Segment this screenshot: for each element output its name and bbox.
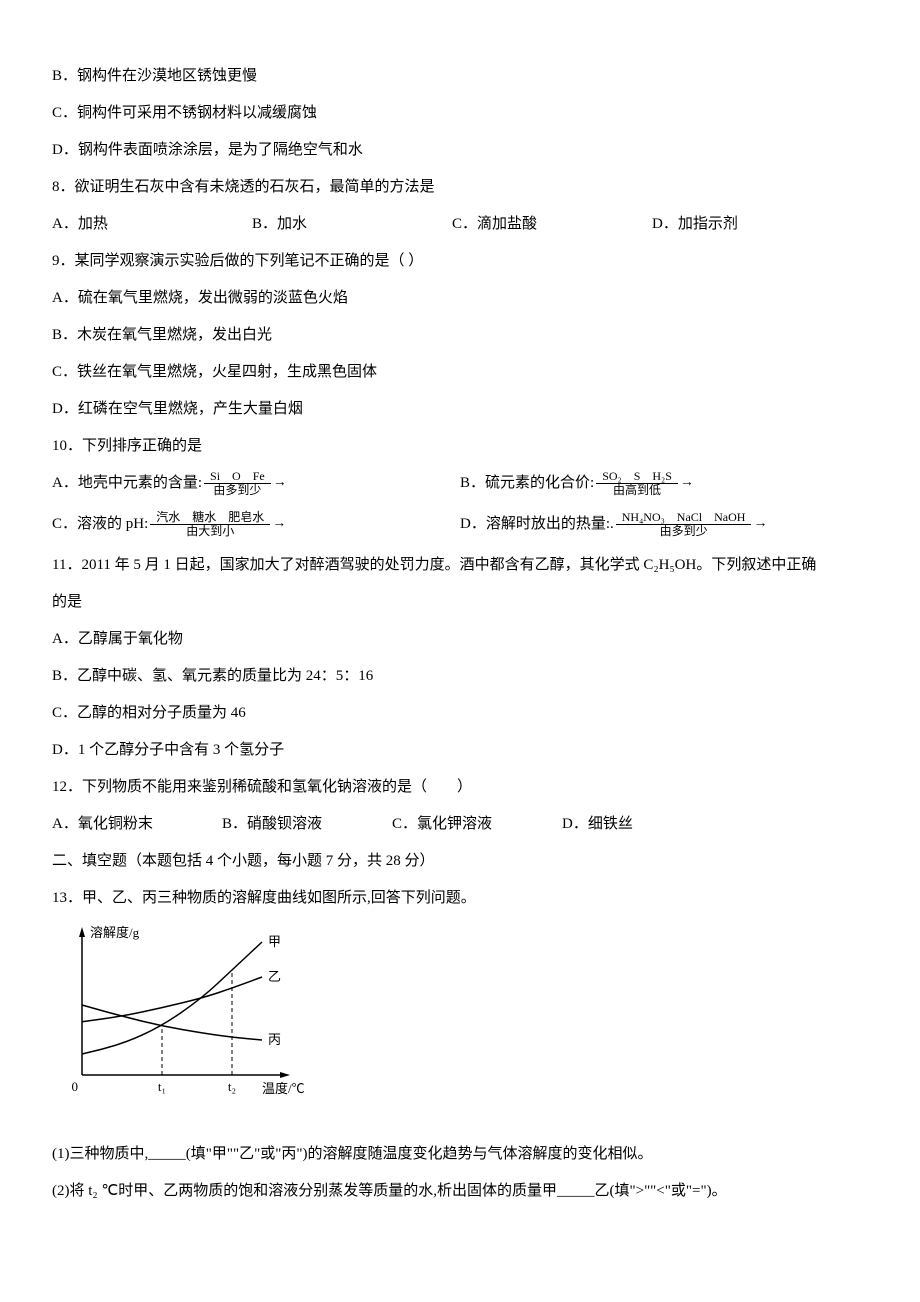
q11-stem-2: 的是	[52, 586, 868, 619]
q10-stem: 10．下列排序正确的是	[52, 430, 868, 463]
q13-stem: 13．甲、乙、丙三种物质的溶解度曲线如图所示,回答下列问题。	[52, 882, 868, 915]
q12-opt-c: C．氯化钾溶液	[392, 808, 562, 841]
q10-b-bot: 由高到低	[596, 484, 678, 497]
q13-p2: (2)将 t₂ ℃时甲、乙两物质的饱和溶液分别蒸发等质量的水,析出固体的质量甲_…	[52, 1175, 868, 1208]
svg-text:丙: 丙	[268, 1032, 281, 1047]
q10-d-label: D．溶解时放出的热量:.	[460, 508, 614, 541]
q11-opt-c: C．乙醇的相对分子质量为 46	[52, 697, 868, 730]
q10-a-top: Si O Fe	[204, 470, 271, 484]
q9-opt-a: A．硫在氧气里燃烧，发出微弱的淡蓝色火焰	[52, 282, 868, 315]
q11-opt-d: D．1 个乙醇分子中含有 3 个氢分子	[52, 734, 868, 767]
q7-opt-c: C．铜构件可采用不锈钢材料以减缓腐蚀	[52, 97, 868, 130]
arrow-icon: →	[680, 468, 694, 499]
q11-opt-a: A．乙醇属于氧化物	[52, 623, 868, 656]
q10-c-bot: 由大到小	[150, 525, 270, 538]
q10-c-top: 汽水 糖水 肥皂水	[150, 511, 270, 525]
q9-opt-d: D．红磷在空气里燃烧，产生大量白烟	[52, 393, 868, 426]
chart-svg: 甲乙丙 0 t₁ t₂ 溶解度/g 温度/℃	[52, 925, 312, 1105]
q10-opt-d: D．溶解时放出的热量:. NH₄NO₃ NaCl NaOH 由多到少 →	[460, 508, 868, 541]
q10-a-label: A．地壳中元素的含量:	[52, 467, 202, 500]
q7-opt-b: B．钢构件在沙漠地区锈蚀更慢	[52, 60, 868, 93]
q8-opt-d: D．加指示剂	[652, 208, 852, 241]
q12-stem: 12．下列物质不能用来鉴别稀硫酸和氢氧化钠溶液的是（ ）	[52, 771, 868, 804]
q9-opt-b: B．木炭在氧气里燃烧，发出白光	[52, 319, 868, 352]
q9-stem: 9．某同学观察演示实验后做的下列笔记不正确的是（ ）	[52, 245, 868, 278]
q10-b-top: SO₂ S H₂S	[596, 470, 678, 484]
solubility-chart: 甲乙丙 0 t₁ t₂ 溶解度/g 温度/℃	[52, 925, 868, 1118]
q11-stem-1: 11．2011 年 5 月 1 日起，国家加大了对醉酒驾驶的处罚力度。酒中都含有…	[52, 549, 868, 582]
q10-d-frac: NH₄NO₃ NaCl NaOH 由多到少	[616, 511, 752, 538]
svg-text:0: 0	[72, 1079, 79, 1094]
section-2-header: 二、填空题（本题包括 4 个小题，每小题 7 分，共 28 分）	[52, 845, 868, 878]
q10-c-frac: 汽水 糖水 肥皂水 由大到小	[150, 511, 270, 538]
arrow-icon: →	[753, 509, 767, 540]
q8-stem: 8．欲证明生石灰中含有未烧透的石灰石，最简单的方法是	[52, 171, 868, 204]
arrow-icon: →	[272, 509, 286, 540]
q10-c-label: C．溶液的 pH:	[52, 508, 148, 541]
q13-p1: (1)三种物质中,_____(填"甲""乙"或"丙")的溶解度随温度变化趋势与气…	[52, 1138, 868, 1171]
q8-opt-b: B．加水	[252, 208, 452, 241]
q9-opt-c: C．铁丝在氧气里燃烧，火星四射，生成黑色固体	[52, 356, 868, 389]
svg-text:乙: 乙	[268, 969, 281, 984]
q11-opt-b: B．乙醇中碳、氢、氧元素的质量比为 24：5：16	[52, 660, 868, 693]
q10-a-bot: 由多到少	[204, 484, 271, 497]
q10-row-1: A．地壳中元素的含量: Si O Fe 由多到少 → B．硫元素的化合价: SO…	[52, 467, 868, 500]
q10-b-label: B．硫元素的化合价:	[460, 467, 594, 500]
q10-b-frac: SO₂ S H₂S 由高到低	[596, 470, 678, 497]
q10-opt-a: A．地壳中元素的含量: Si O Fe 由多到少 →	[52, 467, 460, 500]
arrow-icon: →	[273, 468, 287, 499]
q7-opt-d: D．钢构件表面喷涂涂层，是为了隔绝空气和水	[52, 134, 868, 167]
svg-text:溶解度/g: 溶解度/g	[90, 925, 140, 940]
q8-options: A．加热 B．加水 C．滴加盐酸 D．加指示剂	[52, 208, 868, 241]
q10-a-frac: Si O Fe 由多到少	[204, 470, 271, 497]
q12-opt-a: A．氧化铜粉末	[52, 808, 222, 841]
q10-opt-c: C．溶液的 pH: 汽水 糖水 肥皂水 由大到小 →	[52, 508, 460, 541]
q8-opt-a: A．加热	[52, 208, 252, 241]
q10-d-bot: 由多到少	[616, 525, 752, 538]
q10-d-top: NH₄NO₃ NaCl NaOH	[616, 511, 752, 525]
q12-options: A．氧化铜粉末 B．硝酸钡溶液 C．氯化钾溶液 D．细铁丝	[52, 808, 868, 841]
q12-opt-d: D．细铁丝	[562, 808, 732, 841]
q10-opt-b: B．硫元素的化合价: SO₂ S H₂S 由高到低 →	[460, 467, 868, 500]
q12-opt-b: B．硝酸钡溶液	[222, 808, 392, 841]
q10-row-2: C．溶液的 pH: 汽水 糖水 肥皂水 由大到小 → D．溶解时放出的热量:. …	[52, 508, 868, 541]
svg-text:t₂: t₂	[228, 1079, 236, 1094]
svg-text:t₁: t₁	[158, 1079, 166, 1094]
svg-text:甲: 甲	[268, 934, 281, 949]
svg-text:温度/℃: 温度/℃	[262, 1081, 305, 1096]
q8-opt-c: C．滴加盐酸	[452, 208, 652, 241]
